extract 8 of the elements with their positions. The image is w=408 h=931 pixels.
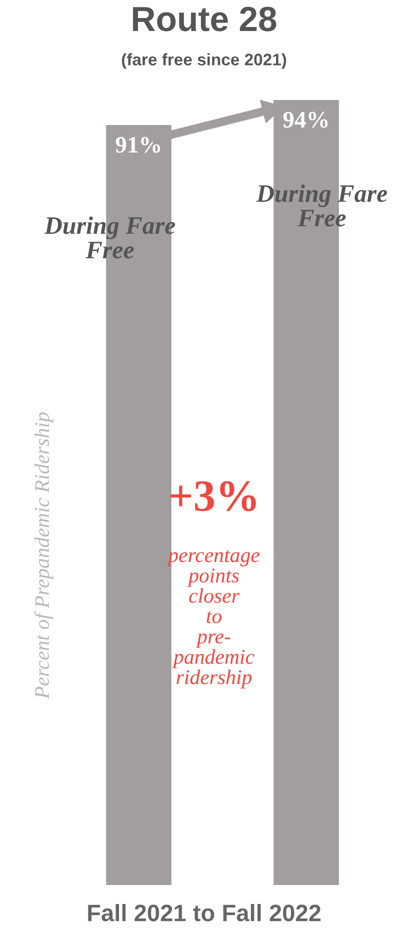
x-axis-title: Fall 2021 to Fall 2022 [88, 904, 321, 922]
data-label: 91% [116, 136, 160, 153]
chart-subtitle: (fare free since 2021) [122, 53, 286, 69]
annotation: percentage points closer to pre-pandemic ridership [166, 550, 260, 688]
annotation: +3% [170, 481, 256, 512]
y-axis-title: Percent of Prepandemic Ridership [34, 412, 54, 699]
chart-title: Route 28 [133, 6, 276, 32]
data-label: 94% [283, 112, 328, 128]
